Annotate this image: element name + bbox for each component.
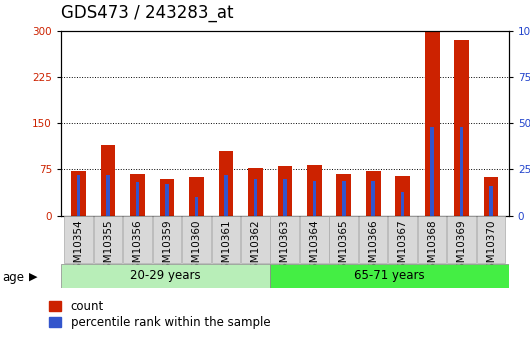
Text: GDS473 / 243283_at: GDS473 / 243283_at [61, 4, 233, 22]
Text: age: age [3, 270, 25, 284]
Text: GSM10359: GSM10359 [162, 219, 172, 276]
Bar [425, 31, 439, 216]
Text: GSM10367: GSM10367 [398, 219, 408, 276]
Text: GSM10368: GSM10368 [427, 219, 437, 276]
FancyBboxPatch shape [211, 216, 240, 264]
Bar [454, 40, 469, 216]
Bar [101, 145, 116, 216]
FancyBboxPatch shape [329, 216, 358, 264]
Bar [313, 180, 316, 216]
Bar [283, 179, 287, 216]
Bar [195, 197, 198, 216]
FancyBboxPatch shape [359, 216, 387, 264]
FancyBboxPatch shape [447, 216, 476, 264]
Bar [165, 184, 169, 216]
Bar [337, 174, 351, 216]
FancyBboxPatch shape [94, 216, 122, 264]
Text: GSM10360: GSM10360 [191, 219, 201, 276]
Text: GSM10370: GSM10370 [486, 219, 496, 276]
FancyBboxPatch shape [388, 216, 417, 264]
Bar [218, 151, 233, 216]
Text: GSM10369: GSM10369 [457, 219, 466, 276]
Text: GSM10354: GSM10354 [74, 219, 84, 276]
Text: GSM10355: GSM10355 [103, 219, 113, 276]
Legend: count, percentile rank within the sample: count, percentile rank within the sample [48, 299, 271, 330]
Bar [307, 165, 322, 216]
Bar [107, 175, 110, 216]
Text: ▶: ▶ [29, 272, 38, 282]
Bar [189, 177, 204, 216]
Bar [248, 168, 263, 216]
Text: GSM10366: GSM10366 [368, 219, 378, 276]
Bar [224, 175, 228, 216]
Bar [484, 177, 499, 216]
Text: 65-71 years: 65-71 years [354, 269, 425, 283]
Text: GSM10363: GSM10363 [280, 219, 290, 276]
Text: 20-29 years: 20-29 years [130, 269, 201, 283]
Bar [77, 175, 81, 216]
FancyBboxPatch shape [64, 216, 93, 264]
Bar [160, 179, 174, 216]
Bar [489, 186, 493, 216]
Bar [270, 264, 509, 288]
FancyBboxPatch shape [153, 216, 181, 264]
Bar [71, 171, 86, 216]
Bar [366, 171, 381, 216]
Bar [430, 127, 434, 216]
Bar [460, 127, 463, 216]
FancyBboxPatch shape [241, 216, 270, 264]
Text: GSM10362: GSM10362 [250, 219, 260, 276]
Bar [254, 179, 257, 216]
FancyBboxPatch shape [476, 216, 505, 264]
Bar [278, 166, 292, 216]
FancyBboxPatch shape [300, 216, 329, 264]
FancyBboxPatch shape [270, 216, 299, 264]
Bar [136, 183, 139, 216]
Text: GSM10365: GSM10365 [339, 219, 349, 276]
Bar [342, 180, 346, 216]
FancyBboxPatch shape [182, 216, 211, 264]
FancyBboxPatch shape [123, 216, 152, 264]
Text: GSM10361: GSM10361 [221, 219, 231, 276]
FancyBboxPatch shape [418, 216, 446, 264]
Bar [372, 180, 375, 216]
Text: GSM10364: GSM10364 [310, 219, 320, 276]
Bar [61, 264, 270, 288]
Bar [130, 174, 145, 216]
Text: GSM10356: GSM10356 [132, 219, 143, 276]
Bar [401, 191, 404, 216]
Bar [395, 176, 410, 216]
